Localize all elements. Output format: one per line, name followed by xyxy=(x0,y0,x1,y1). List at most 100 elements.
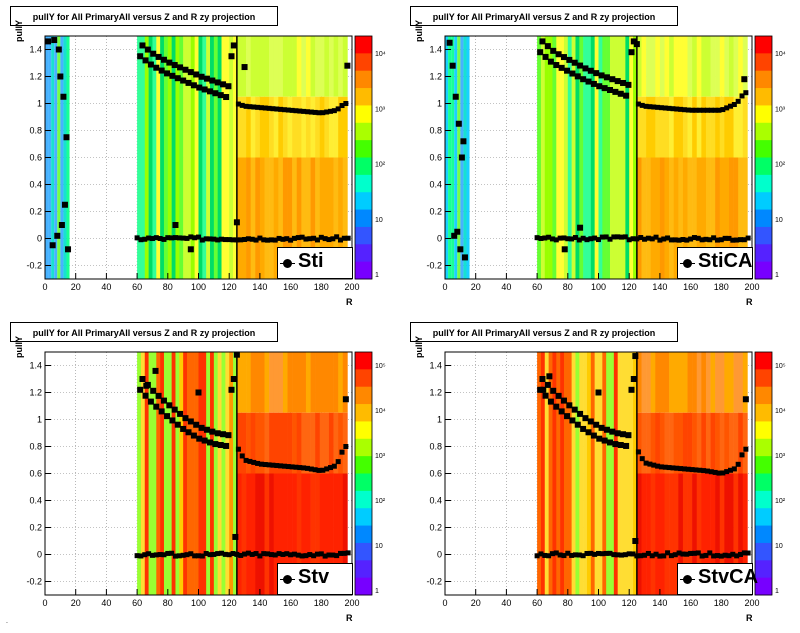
heat-cell xyxy=(728,473,734,595)
data-point xyxy=(657,553,663,559)
heat-cell xyxy=(563,352,569,595)
data-point xyxy=(217,442,224,449)
data-point xyxy=(584,237,590,243)
legend-marker xyxy=(283,259,292,268)
heat-cell xyxy=(629,36,634,279)
data-point xyxy=(742,396,749,403)
heat-cell xyxy=(250,96,256,158)
data-point xyxy=(623,92,630,99)
data-point xyxy=(638,235,644,241)
data-point xyxy=(157,552,163,558)
y-tick-label: -0.2 xyxy=(26,577,42,587)
heat-cell xyxy=(217,352,222,595)
chart-title: pullY for All PrimaryAll versus Z and R … xyxy=(10,322,278,342)
data-point xyxy=(160,56,167,63)
data-point xyxy=(147,398,154,405)
palette-cell xyxy=(355,421,372,440)
palette-label: 10² xyxy=(775,498,786,505)
data-point xyxy=(676,237,682,243)
palette-label: 10 xyxy=(775,543,783,550)
heat-cell xyxy=(540,36,546,279)
panel-stica: pullY for All PrimaryAll versus Z and R … xyxy=(400,0,800,316)
data-point xyxy=(571,406,578,413)
data-point xyxy=(534,553,540,559)
data-point xyxy=(312,467,318,473)
x-tick-label: 60 xyxy=(132,282,142,292)
heat-cell xyxy=(728,352,734,413)
heat-cell xyxy=(333,473,339,595)
heat-cell xyxy=(342,352,348,413)
data-point xyxy=(169,417,176,424)
data-point xyxy=(674,106,680,112)
heat-cell xyxy=(659,157,665,279)
data-point xyxy=(593,421,600,428)
data-point xyxy=(265,551,271,557)
palette-cell xyxy=(755,473,772,492)
data-point xyxy=(314,237,320,243)
data-point xyxy=(280,551,286,557)
heat-cell xyxy=(537,352,542,595)
palette-label: 10² xyxy=(375,498,386,505)
data-point xyxy=(634,236,640,242)
heat-cell xyxy=(650,412,656,474)
heat-cell xyxy=(292,96,298,158)
data-point xyxy=(153,552,159,558)
palette-cell xyxy=(755,421,772,440)
heat-cell xyxy=(673,157,679,279)
palette-cell xyxy=(355,105,372,124)
heat-cell xyxy=(140,36,146,279)
data-point xyxy=(293,464,299,470)
data-point xyxy=(553,403,560,410)
data-point xyxy=(341,235,347,241)
data-point xyxy=(708,469,714,475)
heat-cell xyxy=(315,157,321,279)
heat-cell xyxy=(715,473,721,595)
data-point xyxy=(303,236,309,242)
x-tick-label: 160 xyxy=(683,282,698,292)
data-point xyxy=(257,553,263,559)
data-point xyxy=(177,410,184,417)
heat-cell xyxy=(659,96,665,158)
data-point xyxy=(172,553,178,559)
heat-cell xyxy=(733,157,739,279)
x-tick-label: 80 xyxy=(163,598,173,608)
heat-cell xyxy=(548,352,553,595)
heat-cell xyxy=(144,36,149,279)
data-point xyxy=(230,376,237,382)
data-point xyxy=(655,463,661,469)
heat-cell xyxy=(738,412,744,474)
heat-cell xyxy=(742,473,748,595)
data-point xyxy=(285,107,291,113)
data-point xyxy=(571,59,578,66)
x-tick-label: 20 xyxy=(471,282,481,292)
heat-cell xyxy=(255,473,261,595)
heat-cell xyxy=(221,36,226,279)
data-point xyxy=(716,107,722,113)
heat-cell xyxy=(646,96,651,158)
data-point xyxy=(274,463,280,469)
data-point xyxy=(569,236,575,242)
data-point xyxy=(161,552,167,558)
data-point xyxy=(649,553,655,559)
data-point xyxy=(49,242,56,249)
data-point xyxy=(566,402,573,409)
data-point xyxy=(242,236,248,242)
data-point xyxy=(63,134,70,141)
data-point xyxy=(457,246,464,253)
data-point xyxy=(322,236,328,242)
data-point xyxy=(688,550,694,556)
heat-cell xyxy=(190,352,195,595)
data-point xyxy=(728,103,734,109)
data-point xyxy=(632,353,639,360)
data-point xyxy=(697,467,703,473)
data-point xyxy=(137,386,144,393)
data-point xyxy=(166,59,173,66)
x-tick-label: 140 xyxy=(652,282,667,292)
data-point xyxy=(731,102,737,108)
palette-cell xyxy=(755,140,772,158)
heat-cell xyxy=(163,36,169,279)
heat-cell xyxy=(319,157,325,279)
heat-cell xyxy=(282,473,288,595)
heat-cell xyxy=(682,157,688,279)
heat-cell xyxy=(246,412,251,474)
